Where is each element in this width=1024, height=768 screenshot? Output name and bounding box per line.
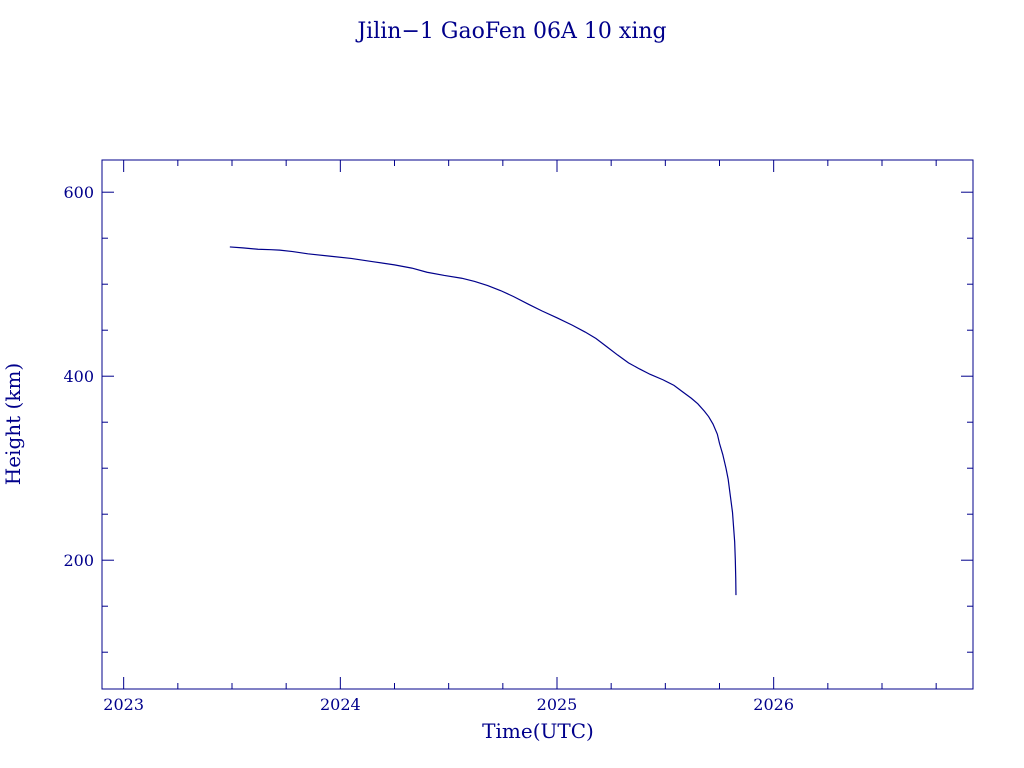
x-tick-label: 2026 [753, 695, 794, 714]
y-axis-label: Height (km) [1, 363, 25, 485]
y-tick-label: 600 [63, 183, 94, 202]
y-axis-tick-labels: 200 400 600 [63, 183, 94, 570]
x-tick-label: 2023 [103, 695, 144, 714]
y-tick-label: 200 [63, 551, 94, 570]
chart-title: Jilin−1 GaoFen 06A 10 xing [355, 19, 666, 44]
x-axis-ticks [123, 160, 937, 689]
x-axis-tick-labels: 2023 2024 2025 2026 [103, 695, 794, 714]
x-tick-label: 2025 [537, 695, 578, 714]
y-axis-ticks [102, 191, 973, 653]
x-tick-label: 2024 [320, 695, 361, 714]
height-series-line [229, 246, 737, 596]
y-tick-label: 400 [63, 367, 94, 386]
plot-frame [101, 159, 974, 690]
x-axis-label: Time(UTC) [482, 719, 594, 743]
